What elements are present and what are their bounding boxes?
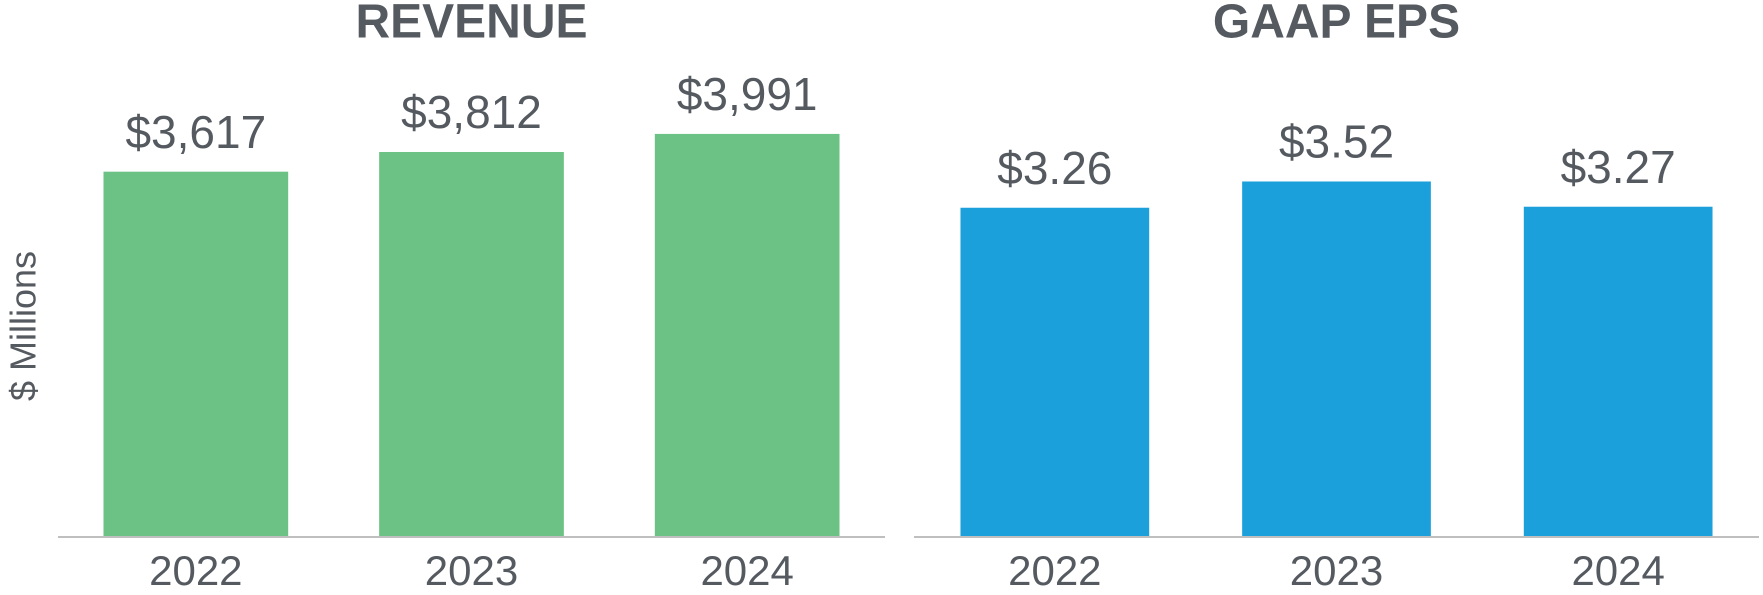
x-tick-label: 2024 xyxy=(1571,547,1664,594)
y-axis-label: $ Millions xyxy=(3,251,44,401)
value-label: $3.26 xyxy=(997,142,1112,194)
value-label: $3.27 xyxy=(1561,141,1676,193)
bar xyxy=(1523,206,1713,538)
chart-title: REVENUE xyxy=(355,0,587,49)
x-tick-label: 2023 xyxy=(1290,547,1383,594)
bar xyxy=(379,151,564,537)
value-label: $3,991 xyxy=(677,68,818,120)
x-tick-label: 2024 xyxy=(700,547,793,594)
value-label: $3.52 xyxy=(1279,116,1394,168)
chart-title: GAAP EPS xyxy=(1213,0,1460,49)
x-tick-label: 2022 xyxy=(149,547,242,594)
value-label: $3,617 xyxy=(125,106,266,158)
bar xyxy=(654,133,840,537)
x-tick-label: 2023 xyxy=(425,547,518,594)
x-tick-label: 2022 xyxy=(1008,547,1101,594)
bar xyxy=(1242,181,1431,538)
bar xyxy=(960,207,1150,538)
value-label: $3,812 xyxy=(401,86,542,138)
bar xyxy=(103,171,289,538)
